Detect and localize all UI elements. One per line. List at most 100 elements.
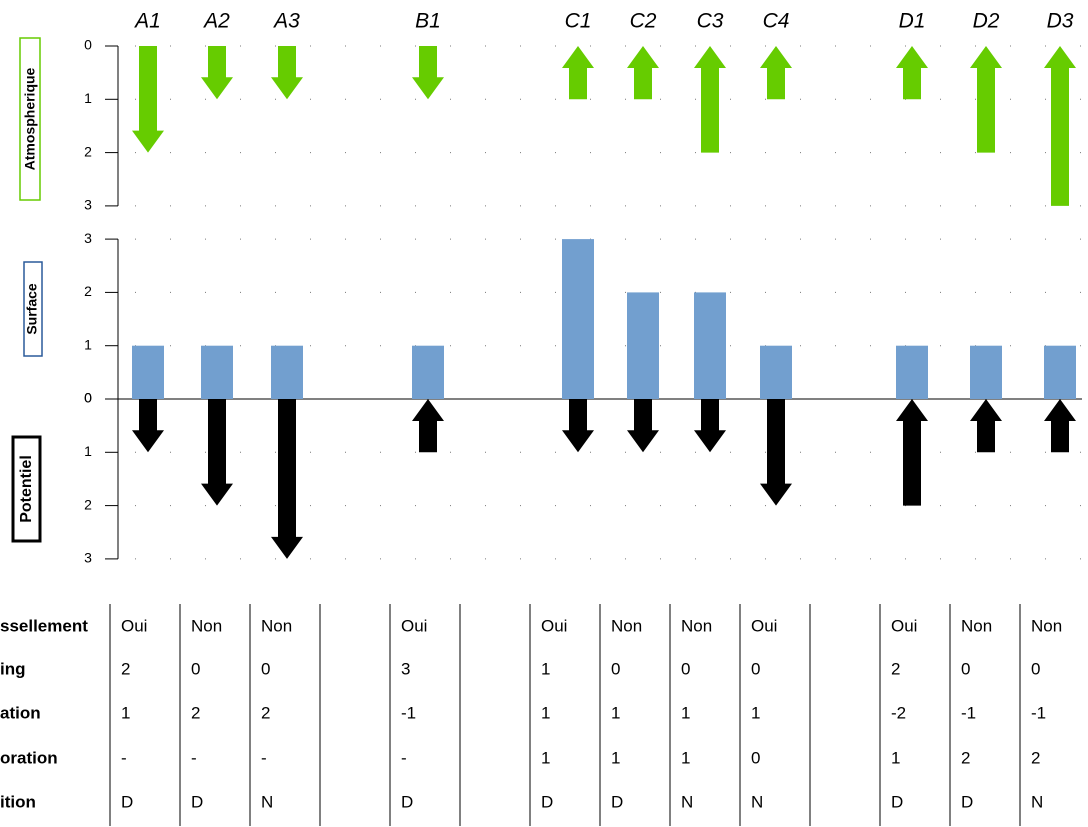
column-label: D1 <box>899 10 926 33</box>
y-tick-label: 0 <box>84 390 92 406</box>
potential-arrow <box>1044 399 1076 453</box>
table-cell: 0 <box>611 659 620 678</box>
surface-bar <box>412 345 444 399</box>
table-cell: - <box>261 748 267 767</box>
table-cell: 1 <box>121 703 130 722</box>
column-label: C4 <box>763 10 790 33</box>
table-cell: -1 <box>401 703 416 722</box>
y-tick-label: 2 <box>84 143 92 159</box>
potential-arrow <box>201 399 233 506</box>
column-label: D2 <box>973 10 1000 33</box>
atmospheric-arrow <box>562 46 594 100</box>
y-tick-label: 1 <box>84 443 92 459</box>
y-tick-label: 3 <box>84 550 92 566</box>
table-cell: 1 <box>541 748 550 767</box>
atmospheric-arrow <box>412 46 444 100</box>
table-cell: 1 <box>541 659 550 678</box>
surface-bar <box>896 345 928 399</box>
column-label: C3 <box>697 10 724 33</box>
table-cell: -2 <box>891 703 906 722</box>
potential-label: Potentiel <box>18 455 35 523</box>
surface-bar <box>694 292 726 399</box>
potential-label-box <box>11 435 42 543</box>
surface-bar <box>132 345 164 399</box>
table-cell: 2 <box>191 703 200 722</box>
column-label: B1 <box>415 10 441 33</box>
row-label: ation <box>0 703 41 722</box>
table-cell: Non <box>681 616 712 635</box>
atmospheric-arrow <box>627 46 659 100</box>
surface-bar <box>760 345 792 399</box>
row-label: ing <box>0 659 26 678</box>
column-label: D3 <box>1047 10 1074 33</box>
table-cell: D <box>401 792 413 811</box>
surface-bar <box>271 345 303 399</box>
table-cell: 0 <box>681 659 690 678</box>
table-cell: Non <box>961 616 992 635</box>
row-label: ition <box>0 792 36 811</box>
atmospheric-arrow <box>132 46 164 153</box>
y-tick-label: 2 <box>84 283 92 299</box>
y-tick-label: 0 <box>84 390 92 406</box>
table-cell: - <box>191 748 197 767</box>
table-cell: 0 <box>261 659 270 678</box>
atmospheric-label: Atmospherique <box>22 67 38 170</box>
table-cell: Oui <box>121 616 147 635</box>
surface-label: Surface <box>24 283 40 335</box>
table-cell: 2 <box>261 703 270 722</box>
atmospheric-arrow <box>271 46 303 100</box>
y-tick-label: 1 <box>84 336 92 352</box>
table-cell: N <box>261 792 273 811</box>
table-cell: -1 <box>1031 703 1046 722</box>
table-cell: 1 <box>891 748 900 767</box>
table-cell: 1 <box>541 703 550 722</box>
potential-arrow <box>562 399 594 453</box>
table-cell: D <box>191 792 203 811</box>
table-cell: - <box>121 748 127 767</box>
atmospheric-arrow <box>760 46 792 100</box>
table-cell: 1 <box>681 703 690 722</box>
table-cell: D <box>121 792 133 811</box>
potential-arrow <box>760 399 792 506</box>
table-cell: D <box>961 792 973 811</box>
table-cell: Oui <box>401 616 427 635</box>
table-cell: 1 <box>611 748 620 767</box>
table-cell: 0 <box>751 748 760 767</box>
column-label: A2 <box>202 10 230 33</box>
y-tick-label: 1 <box>84 90 92 106</box>
column-label: C2 <box>630 10 657 33</box>
table-cell: Oui <box>541 616 567 635</box>
potential-arrow <box>896 399 928 506</box>
table-cell: 1 <box>751 703 760 722</box>
column-label: A1 <box>133 10 161 33</box>
potential-arrow <box>132 399 164 453</box>
table-cell: D <box>891 792 903 811</box>
table-cell: D <box>611 792 623 811</box>
table-cell: Non <box>261 616 292 635</box>
table-cell: 0 <box>1031 659 1040 678</box>
table-cell: D <box>541 792 553 811</box>
y-tick-label: 0 <box>84 37 92 53</box>
atmospheric-arrow <box>201 46 233 100</box>
atmospheric-arrow <box>1044 46 1076 206</box>
table-cell: 0 <box>751 659 760 678</box>
table-cell: Non <box>191 616 222 635</box>
table-cell: 0 <box>191 659 200 678</box>
table-cell: 2 <box>1031 748 1040 767</box>
surface-bar <box>1044 345 1076 399</box>
potential-arrow <box>627 399 659 453</box>
table-cell: 2 <box>121 659 130 678</box>
atmospheric-arrow <box>896 46 928 100</box>
table-cell: N <box>751 792 763 811</box>
table-cell: N <box>681 792 693 811</box>
table-cell: Oui <box>891 616 917 635</box>
table-cell: 1 <box>681 748 690 767</box>
potential-arrow <box>970 399 1002 453</box>
row-label: oration <box>0 748 58 767</box>
surface-label-box <box>23 261 43 357</box>
potential-arrow <box>271 399 303 559</box>
atmospheric-label-box <box>19 37 41 201</box>
row-label: ssellement <box>0 616 88 635</box>
table-cell: -1 <box>961 703 976 722</box>
